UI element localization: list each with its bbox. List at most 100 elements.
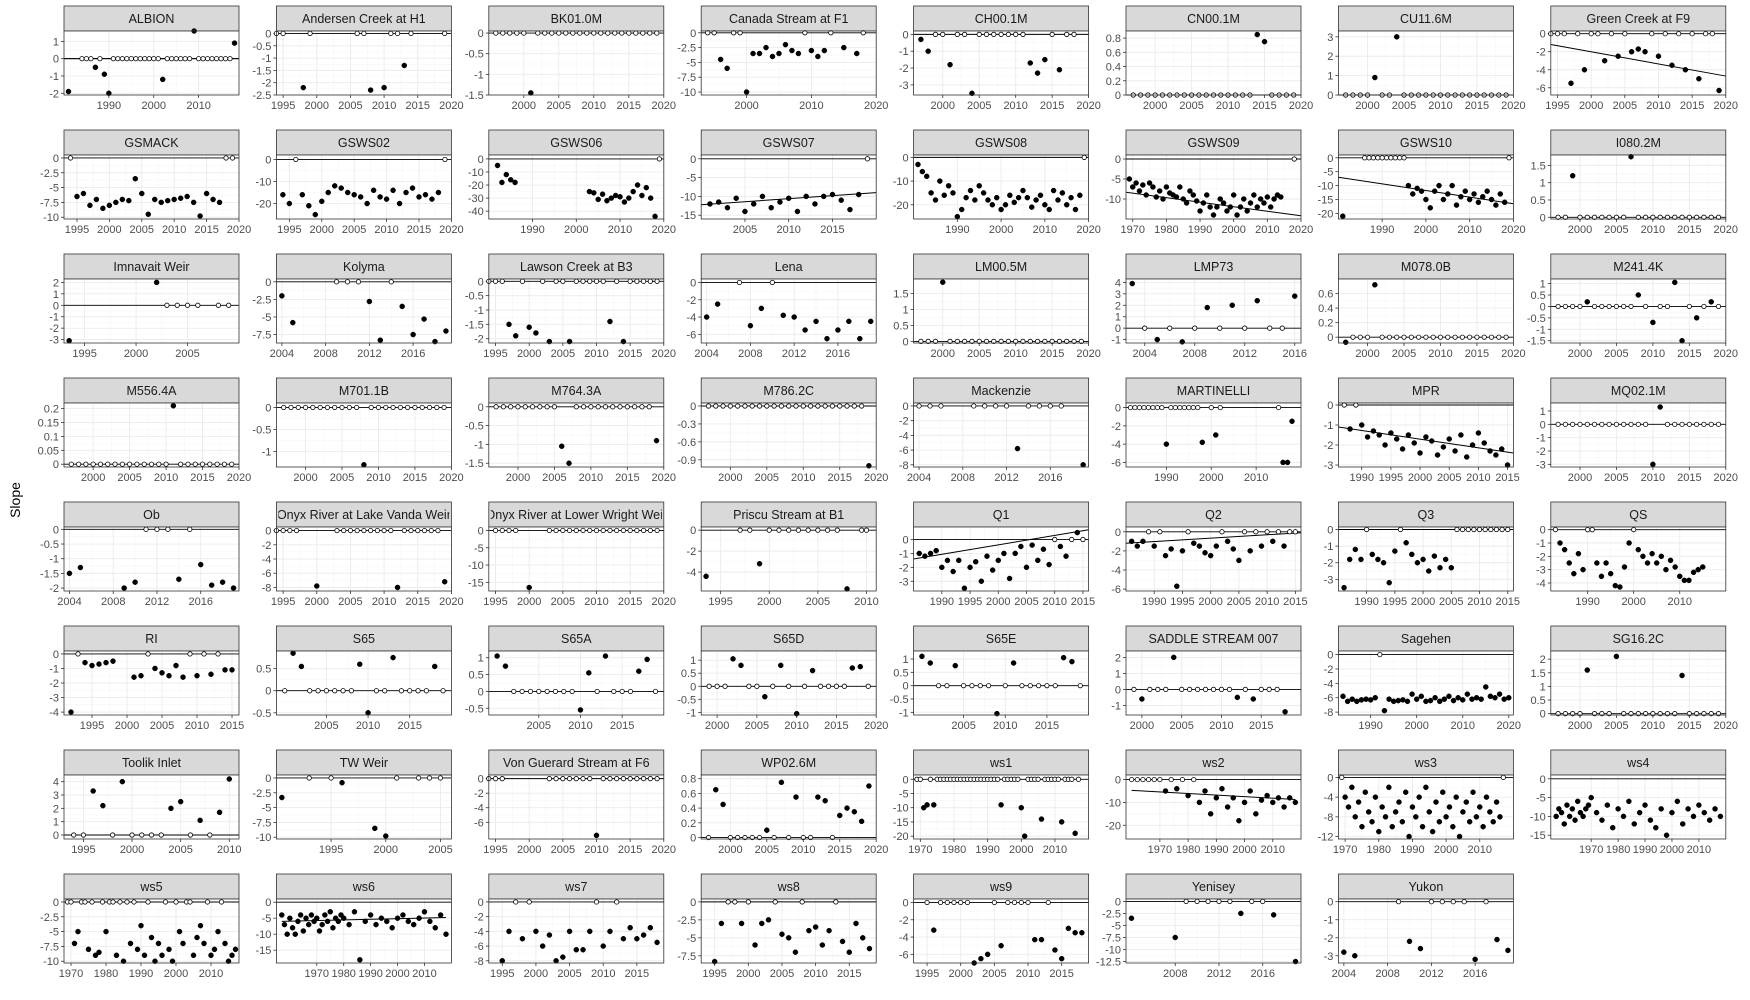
point-zero bbox=[580, 278, 586, 284]
point bbox=[1264, 194, 1271, 200]
point-zero bbox=[155, 56, 161, 62]
point bbox=[1423, 698, 1429, 705]
point-zero bbox=[1467, 334, 1473, 340]
y-tick-label: 0.4 bbox=[1318, 303, 1333, 315]
point-zero bbox=[982, 403, 988, 409]
point-zero bbox=[1242, 686, 1248, 693]
x-tick-label: 2010 bbox=[584, 596, 608, 608]
point-zero bbox=[146, 56, 152, 62]
point-zero bbox=[394, 30, 401, 37]
panel-border bbox=[700, 154, 877, 220]
point bbox=[422, 191, 429, 198]
point-zero bbox=[627, 776, 633, 782]
x-tick-label: 1995 bbox=[483, 596, 507, 608]
point bbox=[1379, 804, 1385, 810]
point-zero bbox=[1056, 338, 1063, 344]
point bbox=[1717, 813, 1724, 820]
point-zero bbox=[770, 683, 776, 689]
point-zero bbox=[1362, 155, 1368, 161]
x-tick-label: 2008 bbox=[1375, 968, 1399, 980]
y-tick-label: -8 bbox=[1324, 707, 1334, 719]
y-tick-label: 0 bbox=[690, 681, 696, 693]
panel-background bbox=[1550, 651, 1726, 715]
point-zero bbox=[837, 403, 843, 409]
x-tick-label: 2016 bbox=[1250, 968, 1274, 980]
point-zero bbox=[222, 56, 229, 62]
point bbox=[1179, 339, 1185, 345]
point bbox=[1626, 798, 1632, 805]
point-zero bbox=[918, 338, 924, 344]
panel-border bbox=[1125, 30, 1302, 96]
point bbox=[432, 925, 438, 931]
point bbox=[1414, 559, 1421, 566]
x-tick-label: 2020 bbox=[439, 596, 463, 608]
point bbox=[1649, 550, 1655, 557]
point-zero bbox=[529, 404, 536, 410]
point-zero bbox=[864, 156, 871, 162]
x-tick-label: 1995 bbox=[1545, 100, 1569, 112]
point bbox=[1217, 196, 1223, 202]
point bbox=[1696, 76, 1702, 82]
trend-line bbox=[1126, 532, 1301, 544]
facet-strip bbox=[1338, 625, 1514, 652]
point bbox=[1463, 454, 1470, 460]
point-zero bbox=[742, 403, 748, 409]
y-tick-label: -20 bbox=[1317, 208, 1333, 220]
facet-title: S65 bbox=[353, 632, 375, 646]
point-zero bbox=[1357, 334, 1363, 340]
x-tick-label: 2005 bbox=[542, 472, 566, 484]
point-zero bbox=[1195, 404, 1201, 411]
point-zero bbox=[185, 461, 191, 467]
point bbox=[113, 199, 119, 206]
facet-title: M078.0B bbox=[1401, 260, 1451, 274]
point-zero bbox=[580, 776, 586, 782]
point-zero bbox=[654, 527, 660, 534]
panel-border bbox=[275, 898, 452, 964]
y-tick-label: -10 bbox=[468, 560, 484, 572]
y-tick-label: -5 bbox=[1324, 167, 1334, 179]
point bbox=[1347, 426, 1353, 432]
point-zero bbox=[1570, 303, 1576, 310]
x-tick-label: 2015 bbox=[820, 224, 844, 236]
point-zero bbox=[611, 688, 617, 695]
point-zero bbox=[771, 403, 777, 409]
x-tick-label: 2020 bbox=[652, 100, 676, 112]
point bbox=[1270, 799, 1276, 806]
facet-strip bbox=[700, 625, 877, 652]
x-tick-label: 2015 bbox=[1283, 596, 1307, 608]
x-tick-label: 2000 bbox=[1198, 596, 1222, 608]
point bbox=[1238, 910, 1244, 917]
point bbox=[1418, 188, 1425, 194]
panel-border bbox=[700, 774, 877, 840]
x-tick-label: 1970 bbox=[1120, 224, 1144, 236]
point bbox=[1405, 182, 1412, 189]
panel-border bbox=[700, 278, 877, 344]
x-tick-label: 2020 bbox=[652, 844, 676, 856]
y-tick-label: -8 bbox=[474, 956, 484, 968]
y-tick-label: 0 bbox=[690, 897, 696, 909]
point bbox=[1342, 339, 1349, 346]
point-zero bbox=[134, 461, 140, 467]
point bbox=[1129, 184, 1136, 190]
point bbox=[1663, 566, 1669, 573]
point-zero bbox=[1561, 31, 1567, 37]
point bbox=[1655, 53, 1662, 59]
point bbox=[1352, 814, 1358, 820]
point-zero bbox=[1071, 31, 1077, 37]
point bbox=[791, 314, 797, 320]
panel-background bbox=[701, 279, 877, 343]
point-zero bbox=[1055, 776, 1061, 782]
y-tick-label: -10 bbox=[680, 191, 696, 203]
point bbox=[1462, 188, 1469, 194]
point-zero bbox=[1482, 526, 1488, 533]
point-zero bbox=[514, 30, 520, 36]
facet-strip bbox=[700, 501, 877, 528]
point bbox=[654, 939, 660, 946]
point-zero bbox=[1715, 214, 1722, 220]
y-tick-label: -8 bbox=[262, 582, 272, 594]
point bbox=[435, 189, 442, 196]
point bbox=[1365, 809, 1372, 815]
x-tick-label: 2000 bbox=[734, 100, 758, 112]
point-zero bbox=[1075, 776, 1082, 782]
